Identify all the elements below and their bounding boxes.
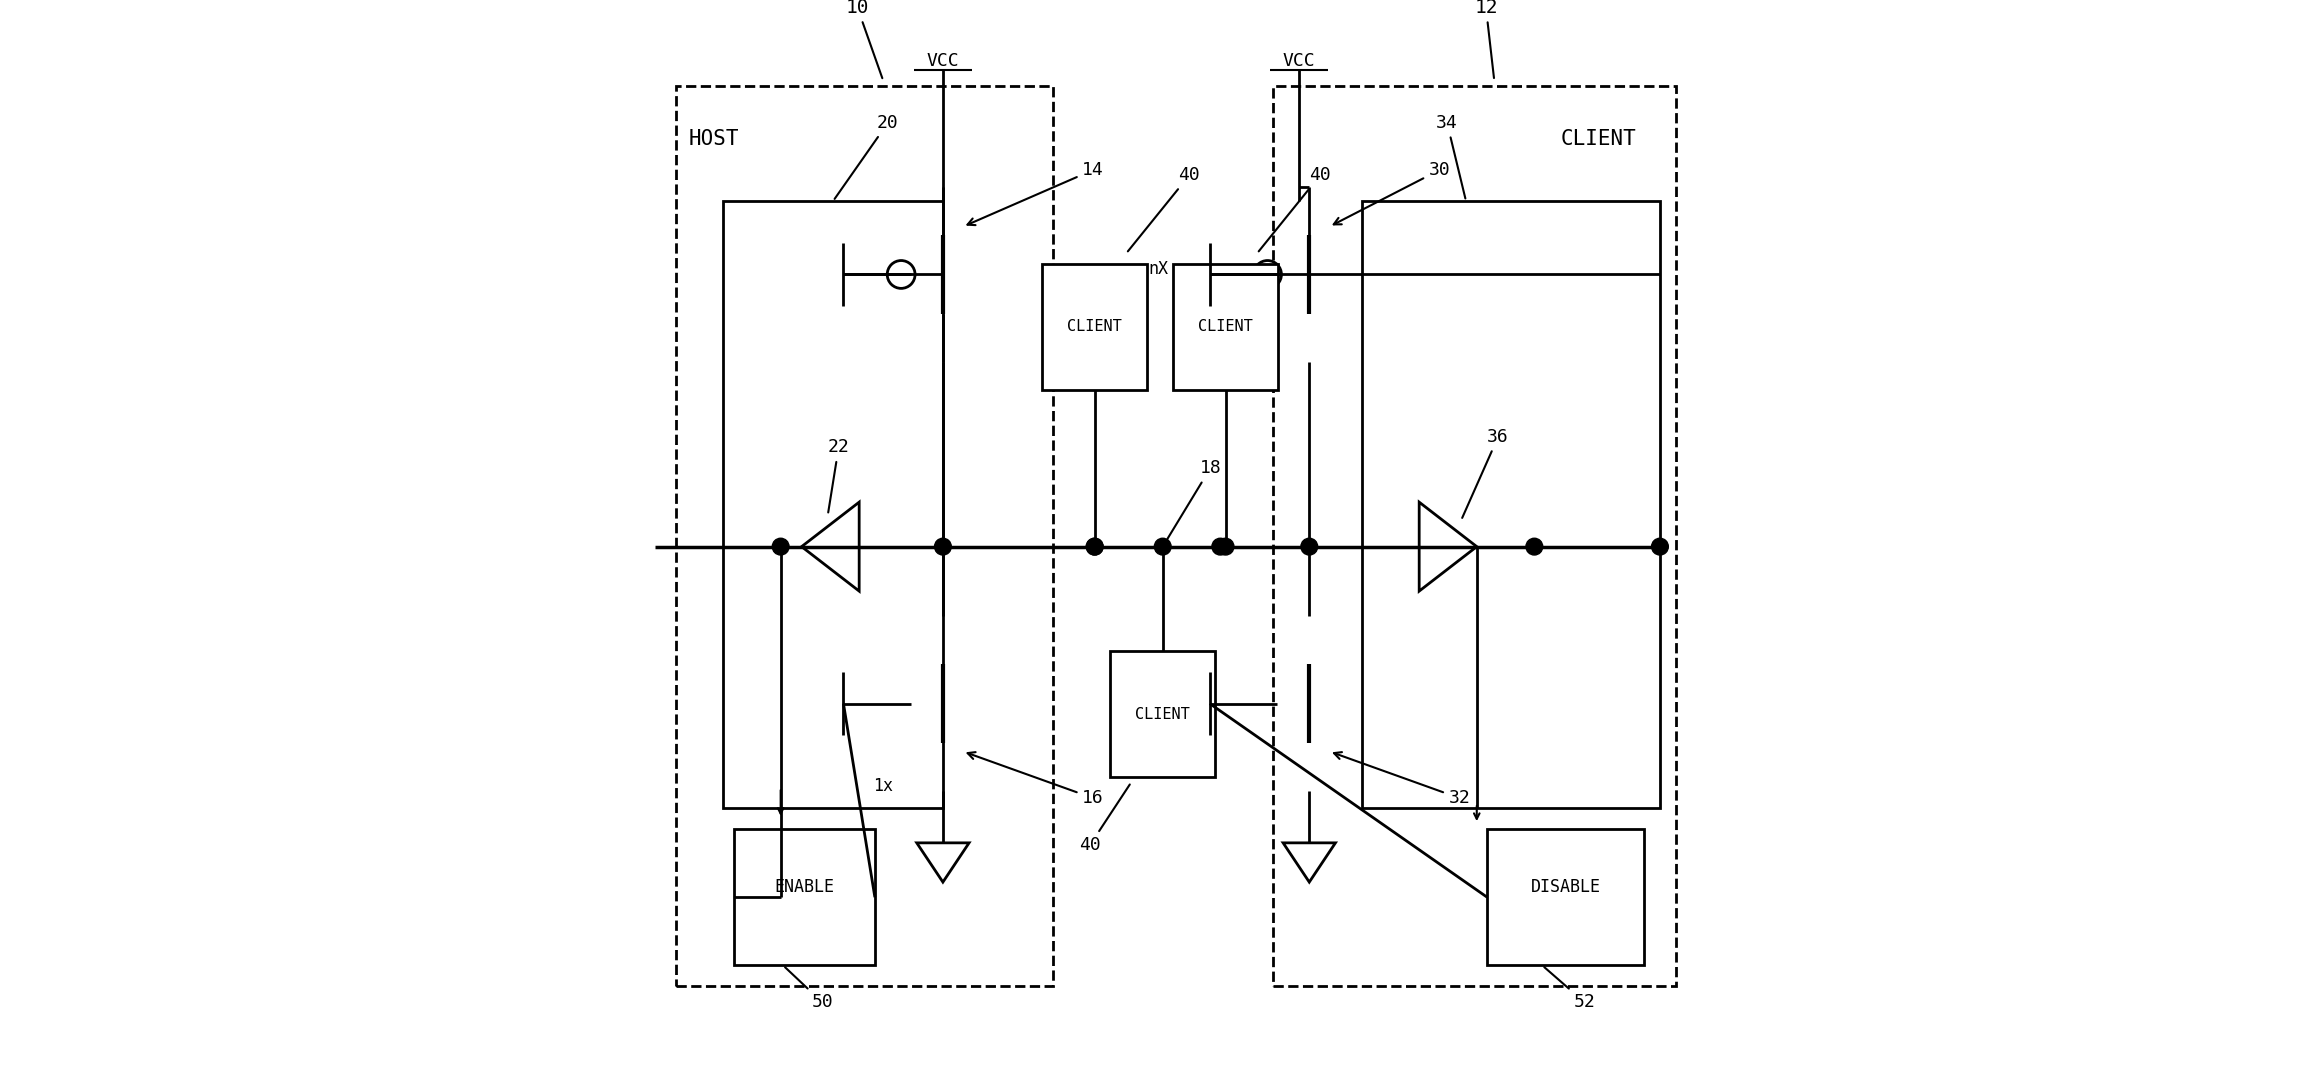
Text: 40: 40: [1127, 166, 1199, 251]
Text: 22: 22: [829, 439, 850, 513]
FancyBboxPatch shape: [1361, 201, 1660, 808]
Text: 34: 34: [1435, 113, 1465, 199]
Circle shape: [1218, 538, 1234, 555]
FancyBboxPatch shape: [1174, 264, 1278, 389]
Text: ENABLE: ENABLE: [773, 877, 833, 896]
Text: 14: 14: [968, 160, 1104, 225]
Circle shape: [773, 538, 789, 555]
Text: 20: 20: [836, 113, 898, 199]
Circle shape: [935, 538, 951, 555]
Text: 40: 40: [1079, 784, 1130, 854]
Text: 30: 30: [1333, 160, 1452, 225]
Text: VCC: VCC: [1283, 52, 1315, 71]
Text: 52: 52: [1544, 967, 1595, 1011]
Circle shape: [1155, 538, 1171, 555]
Circle shape: [1213, 538, 1229, 555]
Text: 50: 50: [785, 967, 833, 1011]
Text: DISABLE: DISABLE: [1530, 877, 1600, 896]
Text: CLIENT: CLIENT: [1199, 319, 1252, 334]
Circle shape: [1526, 538, 1542, 555]
FancyBboxPatch shape: [1042, 264, 1146, 389]
Text: CLIENT: CLIENT: [1560, 128, 1637, 149]
Text: 1x: 1x: [873, 777, 894, 795]
Text: 32: 32: [1333, 752, 1470, 807]
Circle shape: [1301, 538, 1317, 555]
Text: HOST: HOST: [688, 128, 738, 149]
Text: CLIENT: CLIENT: [1067, 319, 1123, 334]
FancyBboxPatch shape: [1486, 829, 1644, 965]
Text: 16: 16: [968, 752, 1104, 807]
Circle shape: [1651, 538, 1669, 555]
FancyBboxPatch shape: [734, 829, 875, 965]
Text: 10: 10: [845, 0, 882, 78]
Text: VCC: VCC: [926, 52, 958, 71]
Text: CLIENT: CLIENT: [1134, 706, 1190, 721]
Circle shape: [1086, 538, 1102, 555]
Text: 12: 12: [1475, 0, 1498, 78]
Text: 18: 18: [1164, 459, 1220, 545]
Text: 36: 36: [1463, 428, 1509, 518]
FancyBboxPatch shape: [1111, 652, 1215, 777]
Circle shape: [1086, 538, 1102, 555]
Text: nX: nX: [1148, 260, 1169, 278]
Text: 40: 40: [1259, 166, 1331, 251]
FancyBboxPatch shape: [722, 201, 942, 808]
